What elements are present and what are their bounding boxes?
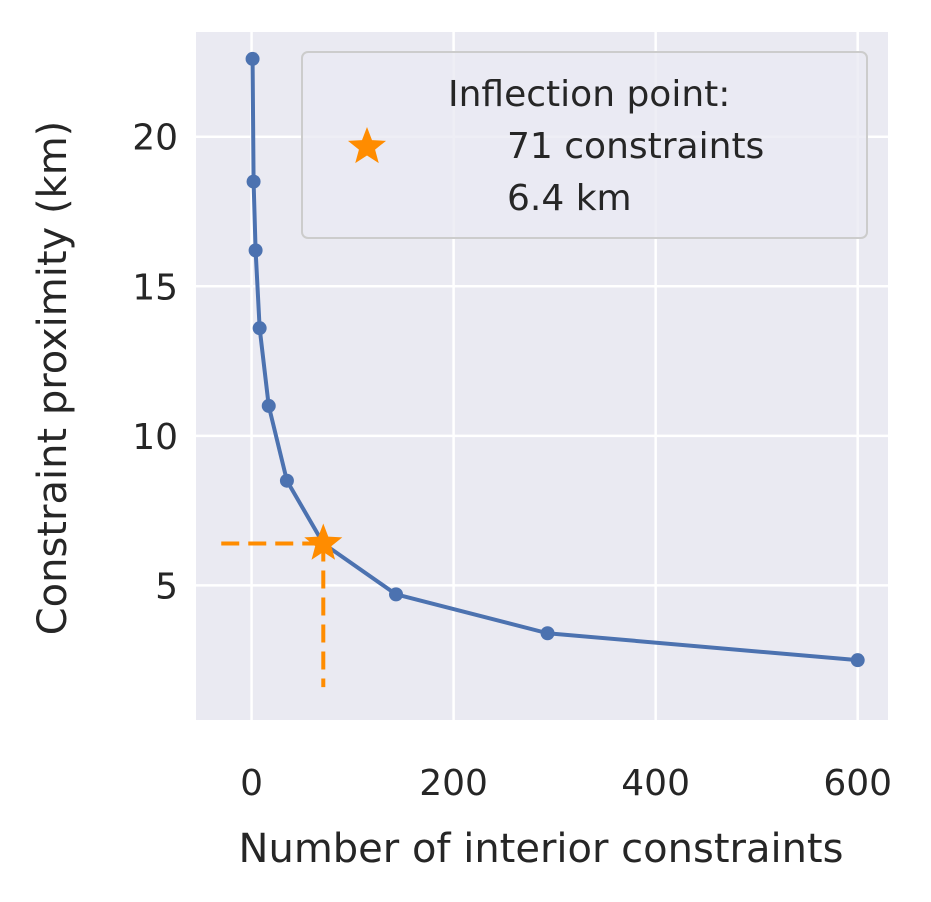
legend-star-shape [347, 127, 387, 164]
series-line [250, 56, 860, 663]
x-tick-label: 600 [823, 763, 892, 804]
data-point [279, 473, 294, 488]
y-tick-label: 10 [132, 417, 178, 458]
data-point [252, 321, 267, 336]
data-point [850, 653, 865, 668]
inflection-guides [221, 541, 326, 688]
y-tick-label: 5 [155, 566, 178, 607]
data-point [540, 626, 555, 641]
y-tick-label: 20 [132, 118, 178, 159]
x-tick-labels: 0 200 400 600 [240, 763, 892, 804]
y-tick-label: 15 [132, 267, 178, 308]
legend-line-2: 71 constraints [507, 126, 764, 167]
legend: Inflection point: 71 constraints 6.4 km [301, 51, 868, 239]
x-axis-label: Number of interior constraints [239, 826, 844, 872]
legend-line-1: Inflection point: [448, 74, 730, 115]
series-layer [245, 51, 865, 668]
x-tick-label: 200 [419, 763, 488, 804]
data-point [246, 174, 261, 189]
data-point [248, 243, 263, 258]
legend-box [301, 51, 868, 239]
x-tick-label: 400 [621, 763, 690, 804]
legend-line-3: 6.4 km [507, 178, 632, 219]
legend-star-icon [347, 127, 387, 164]
y-axis-label: Constraint proximity (km) [30, 121, 76, 636]
y-tick-labels: 5 10 15 20 [132, 118, 178, 608]
data-point [261, 398, 276, 413]
data-point [245, 51, 260, 66]
x-tick-label: 0 [240, 763, 263, 804]
inflection-star-icon [304, 523, 343, 560]
data-point [389, 587, 404, 602]
